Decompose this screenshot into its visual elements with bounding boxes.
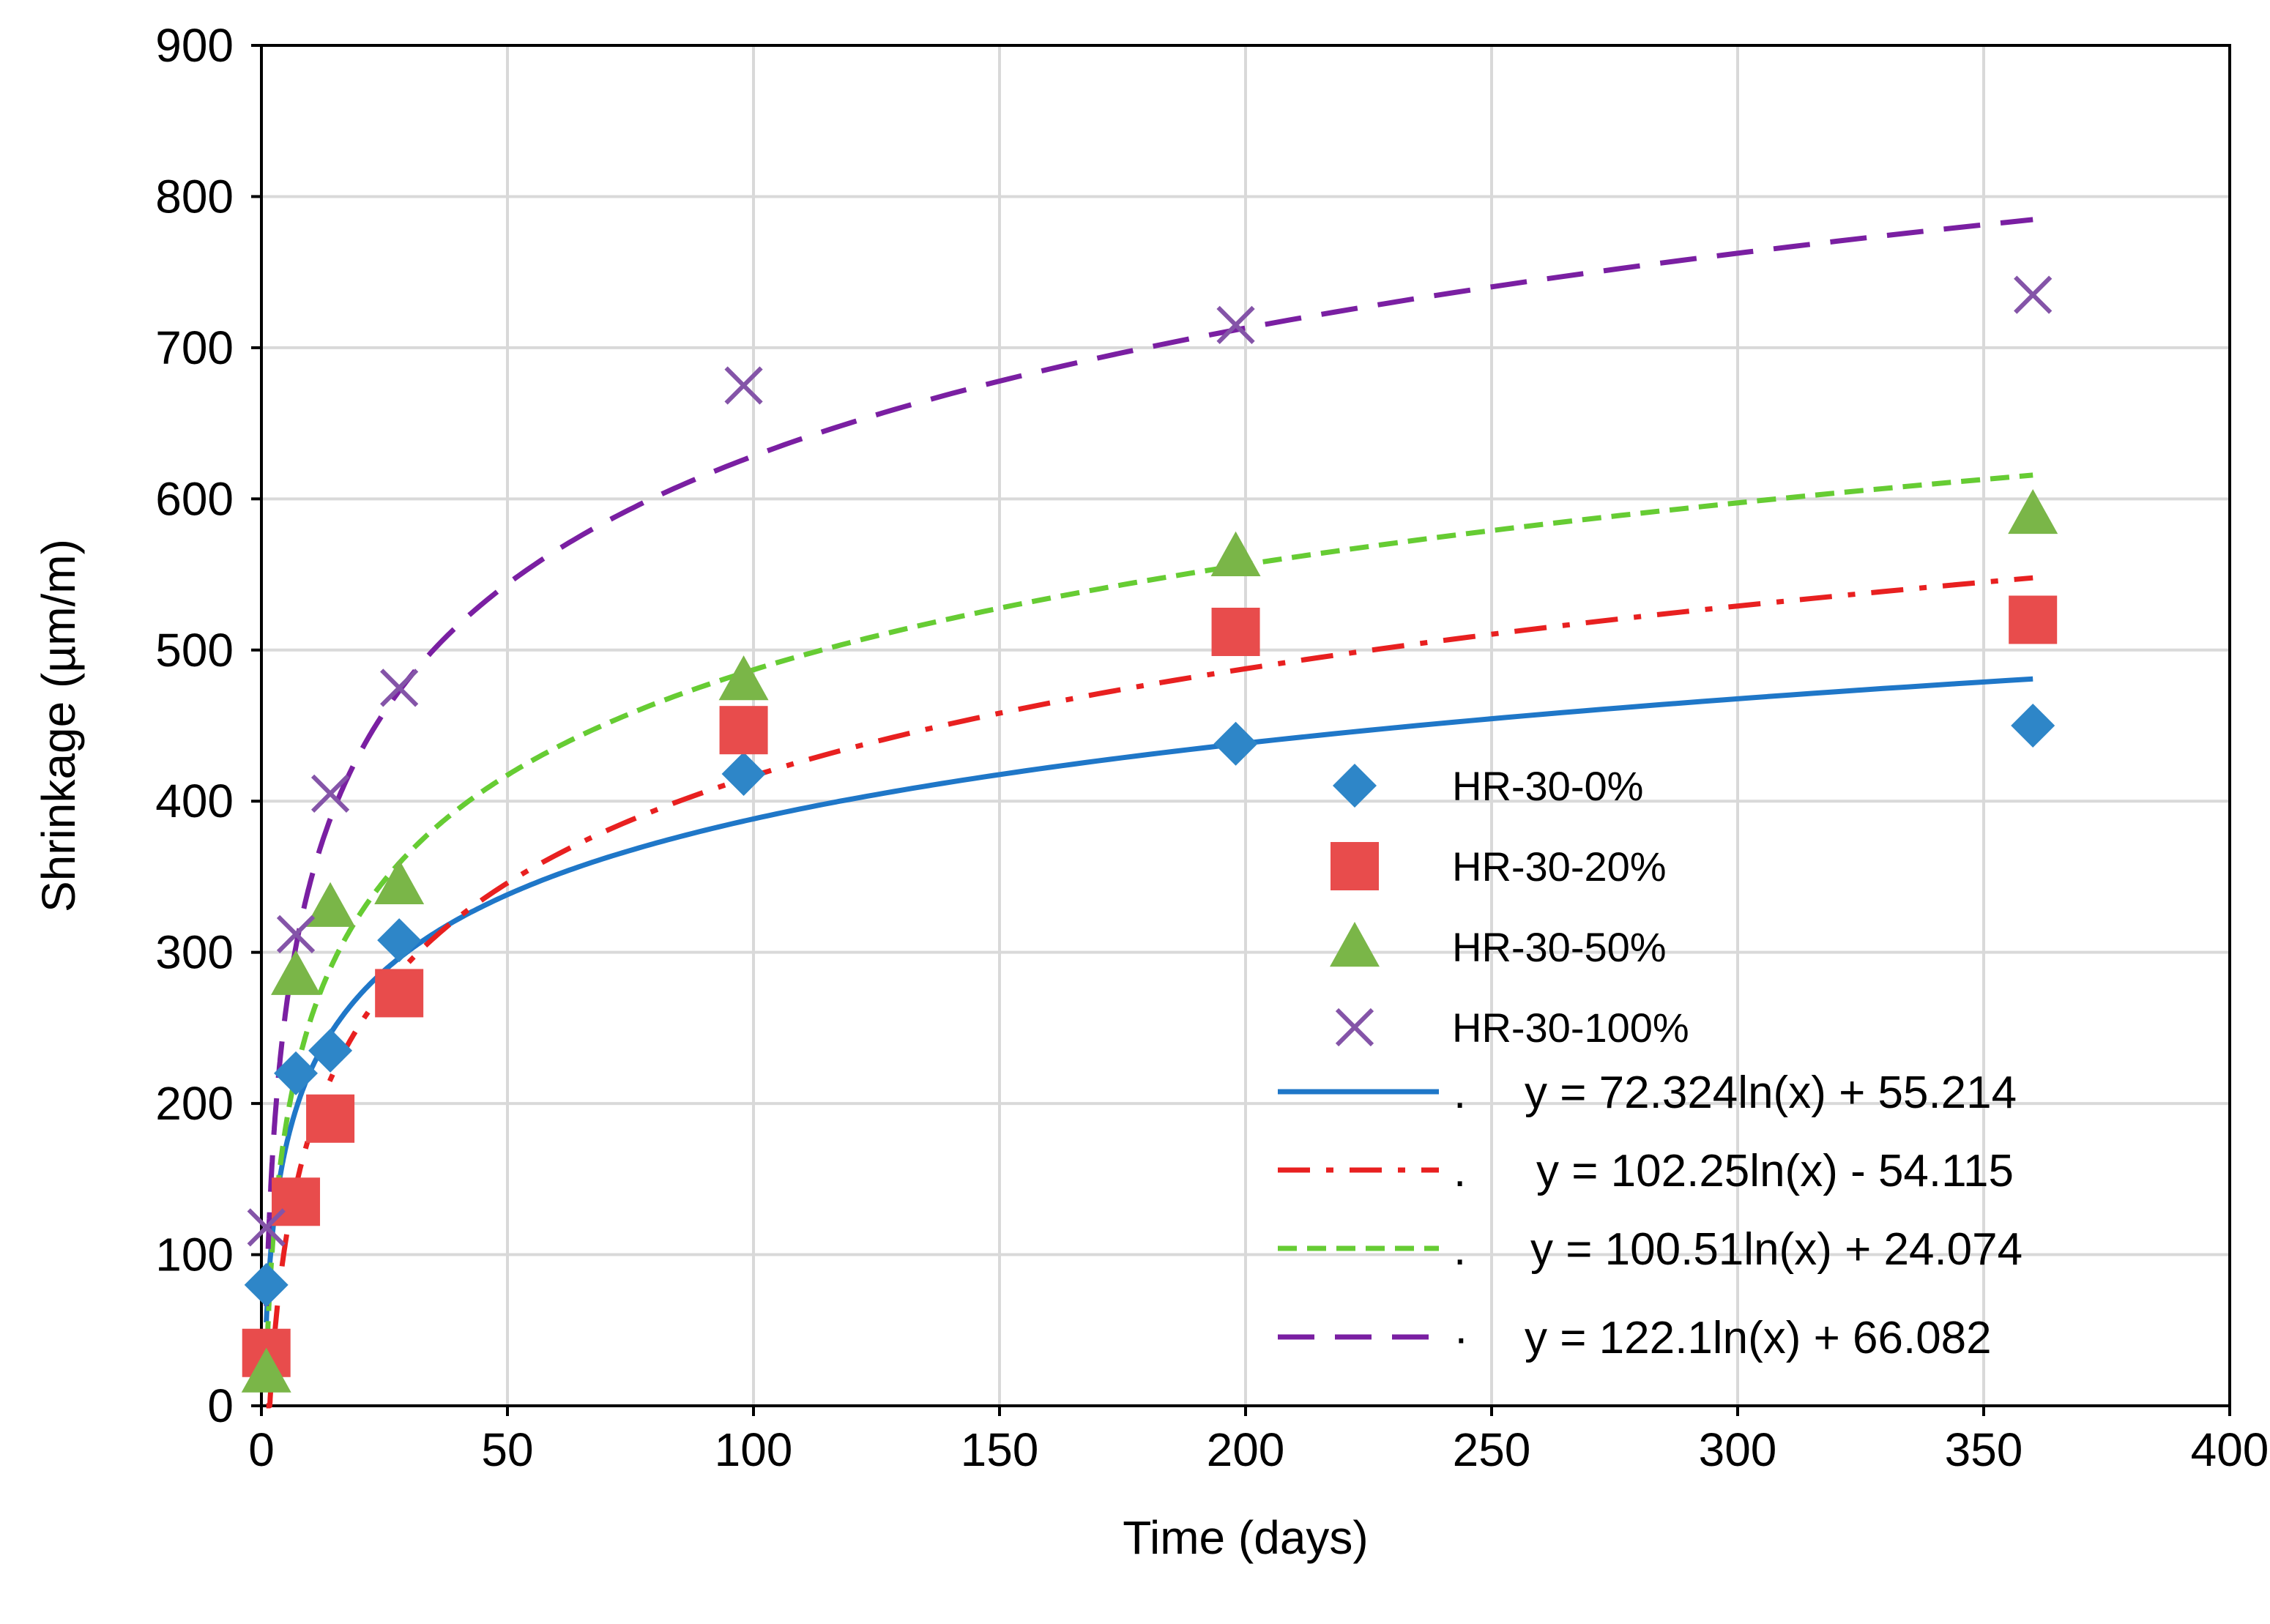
point-hr-30-100% — [276, 915, 316, 954]
point-hr-30-50% — [718, 655, 769, 701]
y-tick-label: 900 — [155, 19, 234, 72]
legend-equation-3: y = 100.51ln(x) + 24.074 — [1530, 1224, 2022, 1275]
legend-equation-2: y = 102.25ln(x) - 54.115 — [1536, 1146, 2014, 1196]
legend-label-4: HR-30-100% — [1452, 1005, 1689, 1051]
x-tick-label: 100 — [715, 1423, 793, 1476]
point-hr-30-50% — [241, 1347, 291, 1393]
legend-marker-2 — [1331, 842, 1379, 890]
point-hr-30-20% — [375, 969, 424, 1018]
x-tick-label: 300 — [1699, 1423, 1777, 1476]
point-hr-30-0% — [308, 1028, 353, 1073]
legend-label-1: HR-30-0% — [1452, 763, 1643, 809]
trendline-4 — [264, 217, 2033, 1306]
legend-label-3: HR-30-50% — [1452, 924, 1667, 970]
legend-trend-label-3: . — [1454, 1224, 1466, 1275]
point-hr-30-100% — [310, 774, 350, 813]
x-tick-label: 150 — [961, 1423, 1039, 1476]
point-hr-30-0% — [244, 1262, 289, 1307]
y-tick-label: 800 — [155, 170, 234, 223]
point-hr-30-100% — [2014, 275, 2053, 314]
point-hr-30-0% — [721, 752, 766, 797]
x-axis-title: Time (days) — [1123, 1511, 1368, 1564]
legend-equation-1: y = 72.324ln(x) + 55.214 — [1525, 1068, 2017, 1118]
y-tick-label: 500 — [155, 624, 234, 677]
x-tick-label: 400 — [2191, 1423, 2269, 1476]
point-hr-30-20% — [272, 1177, 321, 1226]
x-tick-label: 250 — [1453, 1423, 1531, 1476]
point-hr-30-50% — [2008, 488, 2058, 534]
legend-trend-label-1: . — [1454, 1068, 1466, 1118]
x-tick-label: 50 — [481, 1423, 533, 1476]
point-hr-30-50% — [374, 859, 425, 904]
point-hr-30-50% — [271, 950, 321, 995]
x-tick-label: 200 — [1207, 1423, 1285, 1476]
point-hr-30-100% — [380, 668, 419, 707]
legend-trend-label-4: · — [1454, 1313, 1469, 1363]
x-tick-label: 350 — [1945, 1423, 2023, 1476]
legend-label-2: HR-30-20% — [1452, 843, 1667, 890]
point-hr-30-20% — [1211, 608, 1260, 657]
point-hr-30-20% — [2009, 595, 2058, 644]
point-hr-30-0% — [274, 1051, 319, 1095]
point-hr-30-0% — [377, 918, 422, 963]
y-tick-label: 600 — [155, 472, 234, 525]
y-axis-title: Shrinkage (µm/m) — [32, 539, 85, 912]
y-tick-label: 700 — [155, 321, 234, 374]
legend-trend-label-2: . — [1454, 1146, 1466, 1196]
gridlines — [261, 45, 2230, 1406]
legend-marker-1 — [1333, 764, 1377, 808]
data-points — [241, 275, 2058, 1393]
point-hr-30-0% — [2011, 704, 2055, 748]
x-tick-label: 0 — [248, 1423, 275, 1476]
y-tick-label: 400 — [155, 775, 234, 827]
legend-marker-3 — [1330, 922, 1380, 967]
point-hr-30-100% — [247, 1208, 286, 1247]
point-hr-30-100% — [1216, 305, 1255, 345]
y-tick-label: 100 — [155, 1229, 234, 1281]
point-hr-30-100% — [724, 366, 763, 405]
axis-tick-labels: 0 50 100 150 200 250 300 350 400 0 100 200 300 400 500… — [155, 19, 2269, 1476]
legend-marker-4 — [1335, 1007, 1374, 1047]
legend-equation-4: y = 122.1ln(x) + 66.082 — [1525, 1313, 1992, 1363]
point-hr-30-0% — [1213, 721, 1258, 766]
point-hr-30-50% — [1210, 531, 1261, 576]
point-hr-30-20% — [306, 1094, 355, 1143]
y-tick-label: 200 — [155, 1077, 234, 1130]
point-hr-30-50% — [305, 882, 356, 927]
y-tick-label: 300 — [155, 926, 234, 979]
legend: HR-30-0% HR-30-20% HR-30-50% HR-30-100%. y =… — [1278, 763, 2022, 1363]
y-tick-label: 0 — [207, 1379, 234, 1432]
point-hr-30-20% — [719, 706, 768, 755]
